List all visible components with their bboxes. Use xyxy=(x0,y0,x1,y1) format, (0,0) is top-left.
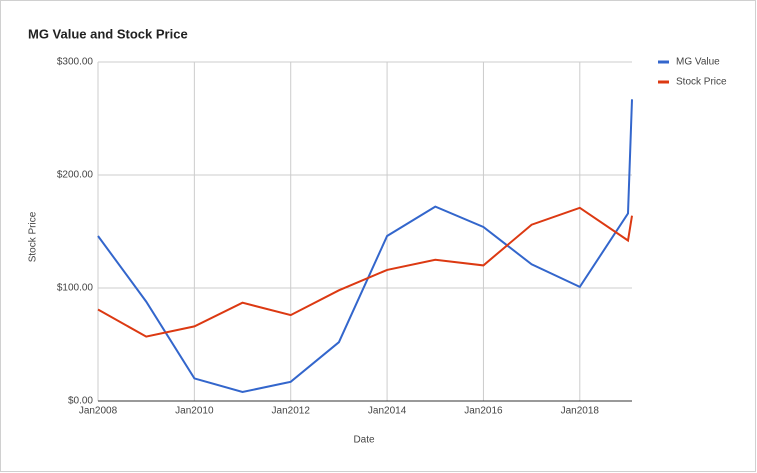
legend-label: MG Value xyxy=(676,57,720,68)
x-tick-label: Jan2008 xyxy=(79,406,118,417)
x-tick-label: Jan2016 xyxy=(464,406,503,417)
x-tick-label: Jan2018 xyxy=(561,406,600,417)
y-tick-label: $200.00 xyxy=(57,170,94,181)
x-tick-label: Jan2012 xyxy=(272,406,311,417)
x-axis-title: Date xyxy=(353,435,375,446)
series-line xyxy=(97,99,633,394)
x-tick-label: Jan2010 xyxy=(175,406,214,417)
legend-label: Stock Price xyxy=(676,77,727,88)
y-tick-label: $0.00 xyxy=(68,396,93,407)
y-tick-label: $100.00 xyxy=(57,283,94,294)
y-axis-title: Stock Price xyxy=(28,211,39,262)
y-tick-label: $300.00 xyxy=(57,57,94,68)
series-line xyxy=(97,206,633,338)
chart-title: MG Value and Stock Price xyxy=(28,26,188,41)
x-tick-label: Jan2014 xyxy=(368,406,407,417)
